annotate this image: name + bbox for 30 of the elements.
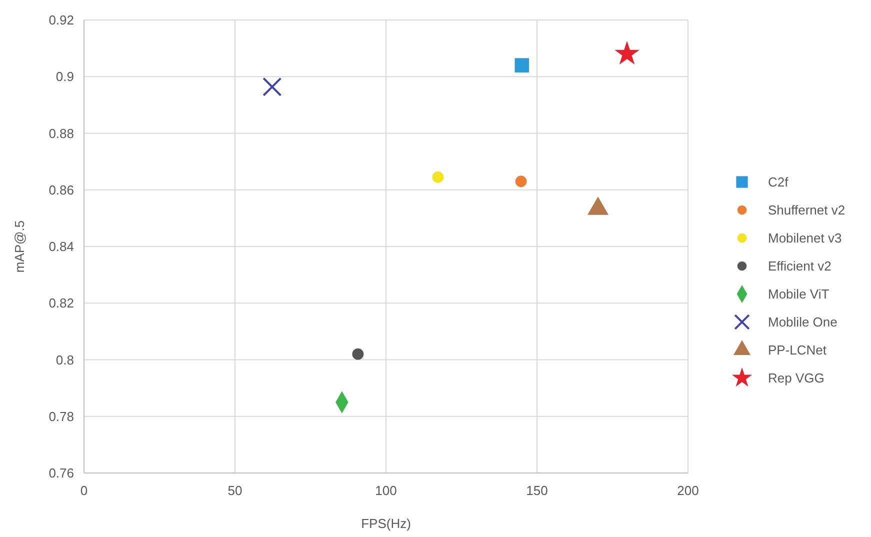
- x-tick-label: 0: [80, 483, 88, 498]
- y-tick-label: 0.92: [48, 12, 74, 28]
- point: [515, 176, 527, 188]
- x-axis-title: FPS(Hz): [361, 516, 411, 531]
- x-tick-label: 100: [375, 483, 397, 498]
- y-tick-label: 0.9: [56, 69, 74, 84]
- legend-label: C2f: [768, 174, 789, 190]
- y-tick-label: 0.76: [48, 466, 74, 481]
- y-axis-title: mAP@.5: [12, 220, 27, 273]
- y-tick-label: 0.88: [48, 126, 74, 141]
- point: [514, 58, 530, 72]
- point: [432, 171, 444, 183]
- y-tick-label: 0.84: [48, 239, 74, 254]
- x-tick-label: 150: [526, 483, 548, 498]
- legend-label: Mobile ViT: [768, 286, 830, 302]
- point: [614, 40, 640, 65]
- x-tick-label: 50: [228, 483, 242, 498]
- point: [352, 348, 364, 360]
- y-tick-label: 0.86: [48, 182, 74, 198]
- point: [262, 77, 282, 96]
- x-tick-label: 200: [677, 483, 699, 498]
- legend-label: Mobilenet v3: [768, 230, 842, 246]
- legend-label: Rep VGG: [768, 370, 824, 386]
- legend-label: PP-LCNet: [768, 342, 827, 358]
- y-tick-label: 0.8: [56, 352, 74, 368]
- legend-label: Moblile One: [768, 314, 838, 330]
- y-tick-label: 0.82: [48, 296, 74, 311]
- legend-label: Shuffernet v2: [768, 202, 846, 218]
- legend-label: Efficient v2: [768, 258, 832, 274]
- y-tick-label: 0.78: [48, 408, 74, 424]
